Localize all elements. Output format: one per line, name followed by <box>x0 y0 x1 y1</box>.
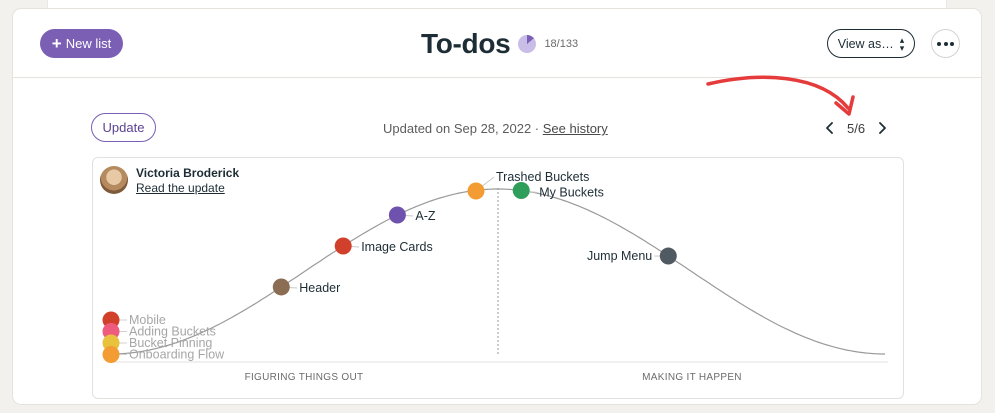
updated-date-text: Updated on Sep 28, 2022 · <box>383 121 543 136</box>
hill-author: Victoria Broderick Read the update <box>100 166 239 195</box>
hill-item-dot[interactable] <box>467 182 485 200</box>
hill-item[interactable]: Header <box>272 278 341 296</box>
new-list-label: New list <box>65 36 112 51</box>
more-options-button[interactable] <box>931 29 960 58</box>
hill-item-dot[interactable] <box>272 278 290 296</box>
hill-item-dot[interactable] <box>659 247 677 265</box>
dot-icon <box>943 41 948 46</box>
hill-item[interactable]: Trashed Buckets <box>467 170 590 200</box>
stacked-card-edge <box>48 0 946 9</box>
hill-item-label: Onboarding Flow <box>129 348 225 362</box>
view-as-label: View as… <box>837 36 894 51</box>
dot-icon <box>950 41 954 46</box>
updated-status: Updated on Sep 28, 2022 · See history <box>383 121 608 136</box>
hill-item-dot[interactable] <box>334 237 352 255</box>
progress-pie-icon[interactable] <box>518 35 537 53</box>
hill-item[interactable]: Onboarding Flow <box>102 346 226 363</box>
hill-item-dot[interactable] <box>388 206 406 224</box>
hill-item-dot[interactable] <box>512 181 530 199</box>
hill-item-label: Mobile <box>129 313 166 327</box>
todos-card: + New list To-dos 18/133 View as… ▴ ▾ Upd… <box>13 9 981 404</box>
author-name: Victoria Broderick <box>136 166 240 180</box>
hill-item[interactable]: My Buckets <box>512 181 604 200</box>
hill-chart: Mobile Adding Buckets Bucket Pinning Onboar… <box>92 157 904 399</box>
title-group: To-dos 18/133 <box>421 26 578 62</box>
pager-count: 5/6 <box>847 120 866 136</box>
hill-item-label: Image Cards <box>361 240 433 254</box>
up-down-caret-icon: ▴ ▾ <box>899 34 905 53</box>
hill-item-label: Jump Menu <box>587 249 652 263</box>
update-button[interactable]: Update <box>91 113 156 142</box>
chevron-left-icon[interactable] <box>825 121 835 135</box>
hill-item-label: My Buckets <box>539 185 604 199</box>
hill-left-label: FIGURING THINGS OUT <box>245 372 364 383</box>
hill-item-label: A-Z <box>415 209 436 223</box>
hill-item-dot[interactable] <box>102 346 120 363</box>
avatar[interactable] <box>100 166 128 194</box>
hill-item-label: Adding Buckets <box>129 325 216 339</box>
hill-item[interactable]: Image Cards <box>334 237 433 255</box>
view-as-select[interactable]: View as… ▴ ▾ <box>827 29 915 58</box>
dot-icon <box>937 41 941 46</box>
annotation-arrow-icon <box>706 75 855 116</box>
hill-item[interactable]: A-Z <box>388 206 436 224</box>
hill-right-label: MAKING IT HAPPEN <box>642 372 742 383</box>
read-update-link[interactable]: Read the update <box>136 181 225 195</box>
card-header: + New list To-dos 18/133 View as… ▴ ▾ <box>13 9 981 78</box>
hill-item[interactable]: Jump Menu <box>587 247 677 265</box>
hill-item-label: Header <box>299 281 340 295</box>
see-history-link[interactable]: See history <box>542 121 608 136</box>
plus-icon: + <box>51 33 62 53</box>
new-list-button[interactable]: + New list <box>40 29 123 58</box>
hill-item-label: Trashed Buckets <box>496 170 589 184</box>
page-title: To-dos <box>421 28 511 59</box>
progress-count: 18/133 <box>544 38 579 50</box>
update-pager: 5/6 <box>825 119 887 137</box>
chevron-right-icon[interactable] <box>877 121 887 135</box>
hill-item-label: Bucket Pinning <box>129 336 212 350</box>
